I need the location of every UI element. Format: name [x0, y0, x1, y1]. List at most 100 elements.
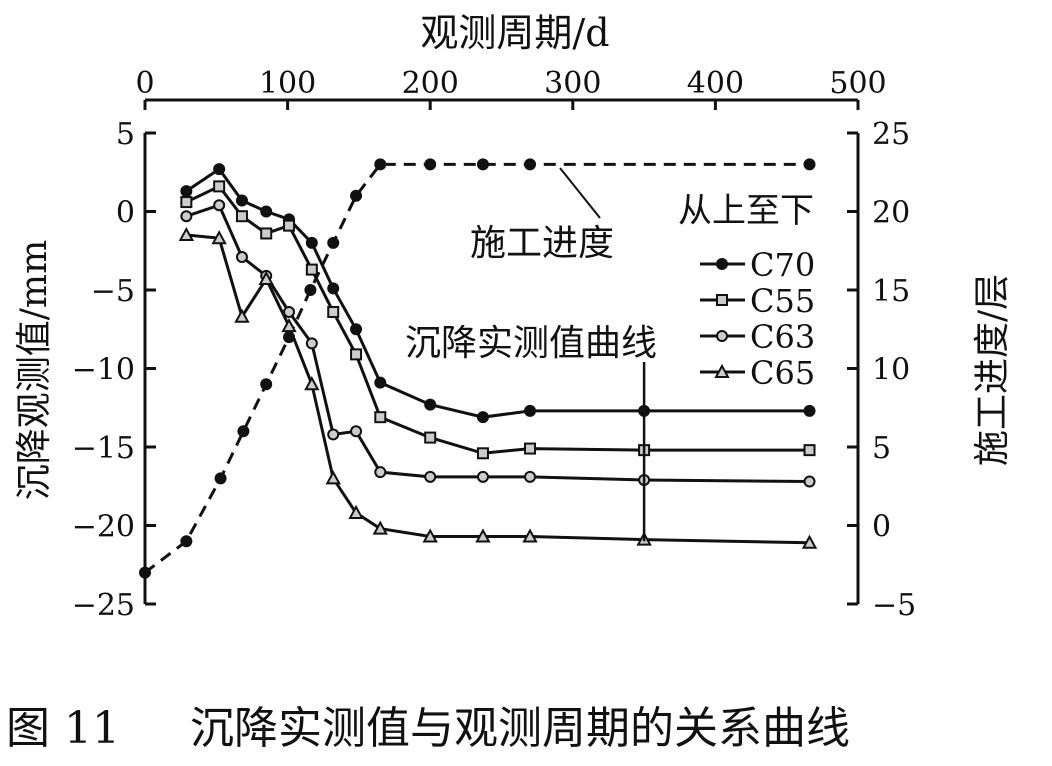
data-point-c55 — [524, 442, 537, 455]
legend-marker-c55 — [716, 294, 728, 306]
data-point-c55 — [260, 227, 273, 240]
progress-point — [214, 472, 227, 485]
progress-point — [327, 236, 340, 249]
caption-number: 图 11 — [6, 703, 120, 754]
data-point-c65 — [801, 534, 818, 549]
data-point-c70 — [476, 411, 489, 424]
progress-point — [304, 284, 317, 296]
y-tick-label: 5 — [116, 117, 135, 152]
data-point-c70 — [524, 404, 537, 417]
progress-point — [424, 158, 437, 171]
series-line-c65 — [186, 233, 810, 545]
data-point-c70 — [327, 282, 340, 295]
data-point-c55 — [476, 447, 489, 460]
data-point-c63 — [283, 305, 296, 318]
legend-marker-c63 — [716, 330, 728, 342]
data-point-c63 — [803, 475, 816, 488]
data-point-c70 — [235, 194, 248, 207]
y2-tick-label: −5 — [872, 588, 916, 623]
data-point-c65 — [522, 528, 538, 543]
data-point-c55 — [235, 210, 248, 223]
data-point-c70 — [803, 404, 816, 417]
y-axis-label: 沉降观测值/mm — [14, 240, 55, 500]
x-tick-label: 0 — [135, 66, 154, 101]
data-point-c65 — [325, 470, 341, 485]
data-point-c55 — [283, 219, 296, 232]
x-axis-label: 观测周期/d — [420, 11, 609, 55]
data-point-c65 — [422, 528, 438, 543]
y2-tick-label: 20 — [872, 196, 910, 231]
data-point-c63 — [235, 251, 248, 264]
x-tick-label: 100 — [259, 66, 316, 101]
data-point-c70 — [213, 163, 226, 176]
y-tick-label: −20 — [72, 510, 135, 545]
legend-marker-c70 — [716, 258, 728, 270]
data-point-c55 — [305, 263, 318, 276]
data-point-c55 — [327, 305, 340, 318]
progress-point — [476, 158, 489, 171]
progress-point — [803, 158, 816, 171]
data-point-c63 — [327, 428, 340, 441]
y2-tick-label: 25 — [872, 117, 910, 152]
legend-label-c65: C65 — [750, 354, 815, 392]
data-point-c65 — [211, 230, 227, 245]
y-tick-label: −10 — [72, 353, 135, 388]
y2-tick-label: 15 — [872, 274, 910, 309]
annotation-settlement: 沉降实测值曲线 — [405, 323, 657, 364]
data-point-c70 — [305, 236, 318, 249]
annotation-progress: 施工进度 — [470, 223, 614, 264]
y2-axis-label: 施工进度/层 — [972, 274, 1013, 466]
data-point-c63 — [213, 199, 226, 212]
data-point-c63 — [476, 470, 489, 483]
data-point-c65 — [348, 504, 364, 519]
progress-point — [260, 378, 273, 391]
data-point-c55 — [803, 444, 816, 457]
progress-point — [524, 158, 537, 171]
x-tick-label: 200 — [402, 66, 459, 101]
data-point-c63 — [305, 337, 318, 350]
data-point-c70 — [350, 323, 363, 336]
data-point-c65 — [304, 376, 320, 391]
x-tick-label: 300 — [544, 66, 601, 101]
data-point-c65 — [178, 226, 195, 242]
progress-leader-line — [559, 167, 601, 219]
figure-caption: 图 11 沉降实测值与观测周期的关系曲线 — [6, 692, 850, 756]
data-point-c70 — [374, 376, 387, 389]
data-point-c63 — [374, 466, 387, 479]
data-point-c63 — [180, 210, 193, 223]
y-tick-label: −25 — [72, 588, 135, 623]
legend-label-c55: C55 — [750, 282, 815, 320]
data-point-c65 — [372, 520, 388, 535]
data-point-c55 — [350, 348, 363, 361]
data-point-c65 — [234, 308, 250, 323]
y2-tick-label: 0 — [872, 510, 891, 545]
y-tick-label: −5 — [91, 274, 135, 309]
data-point-c70 — [260, 205, 273, 218]
data-point-c65 — [475, 528, 491, 543]
progress-line — [144, 162, 810, 574]
progress-point — [350, 189, 363, 202]
data-point-c63 — [524, 470, 537, 483]
legend-marker-c65 — [714, 363, 730, 378]
legend-label-c63: C63 — [750, 318, 815, 356]
progress-point — [180, 535, 193, 548]
y-tick-label: 0 — [116, 196, 135, 231]
data-point-c63 — [350, 425, 363, 438]
data-point-c63 — [424, 470, 437, 483]
data-point-c55 — [213, 180, 226, 193]
data-point-c55 — [374, 411, 387, 424]
y2-tick-label: 5 — [872, 431, 891, 466]
progress-point — [237, 425, 250, 438]
data-point-c70 — [424, 398, 437, 411]
progress-point — [139, 566, 151, 579]
progress-point — [374, 158, 387, 171]
data-point-c70 — [180, 185, 193, 198]
x-tick-label: 400 — [687, 66, 744, 101]
caption-text: 沉降实测值与观测周期的关系曲线 — [189, 703, 850, 754]
y2-tick-label: 10 — [872, 353, 910, 388]
y-tick-label: −15 — [72, 431, 135, 466]
data-point-c65 — [281, 318, 297, 333]
